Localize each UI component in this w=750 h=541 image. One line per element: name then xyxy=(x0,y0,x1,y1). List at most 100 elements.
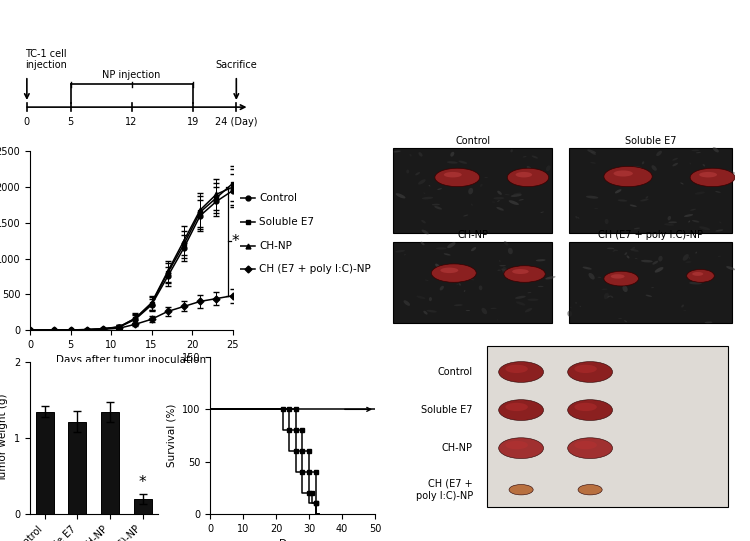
Bar xyxy=(569,148,731,233)
Ellipse shape xyxy=(630,249,639,252)
Ellipse shape xyxy=(395,250,405,253)
Ellipse shape xyxy=(546,166,550,171)
Ellipse shape xyxy=(416,296,425,299)
Ellipse shape xyxy=(504,241,509,246)
Ellipse shape xyxy=(478,286,482,291)
Ellipse shape xyxy=(709,180,712,183)
Text: NP injection: NP injection xyxy=(103,70,160,80)
Ellipse shape xyxy=(692,272,703,276)
Ellipse shape xyxy=(613,250,615,252)
Ellipse shape xyxy=(567,311,572,317)
Ellipse shape xyxy=(440,286,444,291)
Text: CH-NP: CH-NP xyxy=(260,241,292,250)
Ellipse shape xyxy=(615,189,622,193)
Ellipse shape xyxy=(716,229,723,232)
Ellipse shape xyxy=(604,167,652,187)
Bar xyxy=(394,148,552,233)
X-axis label: Days after tumor inoculation: Days after tumor inoculation xyxy=(56,355,206,365)
Text: *: * xyxy=(139,476,146,491)
Text: *: * xyxy=(232,234,239,249)
Ellipse shape xyxy=(630,204,637,207)
Ellipse shape xyxy=(640,199,649,201)
Ellipse shape xyxy=(682,254,688,261)
Ellipse shape xyxy=(655,267,664,273)
Ellipse shape xyxy=(568,400,613,420)
Ellipse shape xyxy=(690,209,696,211)
Ellipse shape xyxy=(432,204,439,206)
Ellipse shape xyxy=(568,361,613,382)
Bar xyxy=(134,499,152,514)
Text: Soluble E7: Soluble E7 xyxy=(422,405,472,415)
Ellipse shape xyxy=(508,248,513,254)
Ellipse shape xyxy=(622,286,628,292)
Ellipse shape xyxy=(418,179,426,184)
Ellipse shape xyxy=(578,217,580,219)
Text: CH (E7 +
poly I:C)-NP: CH (E7 + poly I:C)-NP xyxy=(416,479,472,500)
Ellipse shape xyxy=(512,269,529,274)
Ellipse shape xyxy=(574,365,597,373)
Ellipse shape xyxy=(656,151,662,156)
Ellipse shape xyxy=(480,184,482,187)
Ellipse shape xyxy=(687,269,714,282)
Ellipse shape xyxy=(604,271,638,286)
Ellipse shape xyxy=(471,247,476,251)
Text: Control: Control xyxy=(260,193,297,203)
Ellipse shape xyxy=(624,320,627,322)
Ellipse shape xyxy=(435,263,440,268)
Ellipse shape xyxy=(515,296,526,299)
Ellipse shape xyxy=(652,165,657,171)
Ellipse shape xyxy=(574,403,597,411)
Ellipse shape xyxy=(541,212,544,213)
Ellipse shape xyxy=(646,295,652,297)
Ellipse shape xyxy=(506,403,528,411)
Ellipse shape xyxy=(459,283,461,286)
Ellipse shape xyxy=(444,172,462,177)
Ellipse shape xyxy=(454,304,463,306)
Ellipse shape xyxy=(416,172,420,175)
Ellipse shape xyxy=(607,248,614,249)
Text: 24 (Day): 24 (Day) xyxy=(215,117,257,127)
Ellipse shape xyxy=(499,361,544,382)
Ellipse shape xyxy=(613,249,618,251)
Ellipse shape xyxy=(583,267,592,269)
Ellipse shape xyxy=(607,296,610,298)
Ellipse shape xyxy=(511,149,513,153)
Text: TC-1 cell
injection: TC-1 cell injection xyxy=(25,49,67,70)
Ellipse shape xyxy=(641,260,652,262)
Ellipse shape xyxy=(504,266,545,282)
Ellipse shape xyxy=(497,190,502,195)
Text: CH-NP: CH-NP xyxy=(442,443,472,453)
Ellipse shape xyxy=(422,220,426,223)
Y-axis label: Tumor weight (g): Tumor weight (g) xyxy=(0,394,8,483)
Ellipse shape xyxy=(689,163,692,164)
Ellipse shape xyxy=(396,193,406,199)
Ellipse shape xyxy=(468,188,473,194)
Ellipse shape xyxy=(431,264,476,282)
Bar xyxy=(101,412,119,514)
Text: 19: 19 xyxy=(187,117,199,127)
Ellipse shape xyxy=(424,280,428,281)
Ellipse shape xyxy=(580,306,581,307)
Ellipse shape xyxy=(427,310,436,313)
Ellipse shape xyxy=(664,223,674,226)
Ellipse shape xyxy=(545,276,556,280)
Ellipse shape xyxy=(527,299,538,301)
Ellipse shape xyxy=(614,170,633,176)
Ellipse shape xyxy=(574,441,597,449)
Ellipse shape xyxy=(642,161,644,164)
Ellipse shape xyxy=(429,297,432,301)
Ellipse shape xyxy=(518,199,524,201)
Ellipse shape xyxy=(719,222,722,223)
Ellipse shape xyxy=(688,221,690,222)
Bar xyxy=(68,421,86,514)
Ellipse shape xyxy=(484,177,488,178)
Text: Control: Control xyxy=(455,136,490,146)
Ellipse shape xyxy=(575,302,577,304)
Ellipse shape xyxy=(699,172,717,177)
Ellipse shape xyxy=(527,292,531,293)
Ellipse shape xyxy=(404,254,406,255)
Ellipse shape xyxy=(712,147,718,153)
Text: 12: 12 xyxy=(125,117,138,127)
Ellipse shape xyxy=(575,216,578,219)
Bar xyxy=(569,242,731,323)
